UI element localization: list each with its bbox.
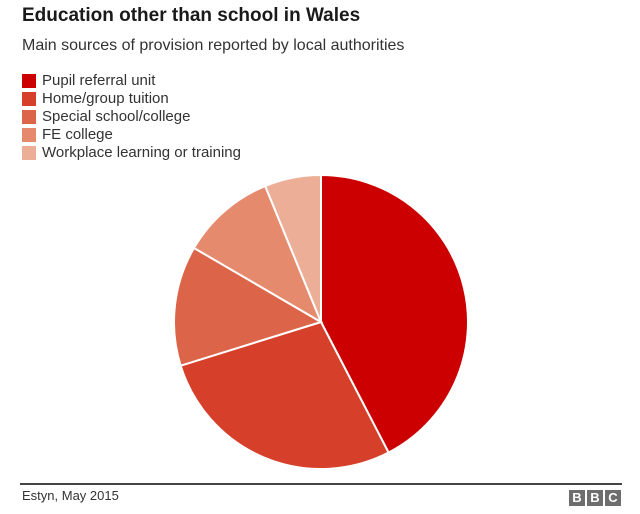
- legend: Pupil referral unit Home/group tuition S…: [22, 72, 241, 162]
- pie-slice: [320, 173, 469, 454]
- bbc-logo-letter: B: [569, 490, 585, 506]
- legend-item: Workplace learning or training: [22, 144, 241, 162]
- legend-label: Pupil referral unit: [42, 72, 156, 89]
- pie-slice: [173, 246, 324, 367]
- legend-swatch: [22, 146, 36, 160]
- legend-item: Special school/college: [22, 108, 241, 126]
- bbc-logo-letter: B: [587, 490, 603, 506]
- pie-slices: [173, 173, 469, 470]
- pie-slice: [263, 173, 322, 323]
- legend-label: Workplace learning or training: [42, 144, 241, 161]
- legend-item: FE college: [22, 126, 241, 144]
- legend-swatch: [22, 128, 36, 142]
- footer-divider: [20, 483, 622, 485]
- legend-label: Special school/college: [42, 108, 191, 125]
- chart-title: Education other than school in Wales: [22, 5, 361, 26]
- legend-swatch: [22, 92, 36, 106]
- chart-subtitle: Main sources of provision reported by lo…: [22, 37, 405, 54]
- bbc-logo-letter: C: [605, 490, 621, 506]
- source-note: Estyn, May 2015: [22, 488, 119, 503]
- legend-label: FE college: [42, 126, 113, 143]
- bbc-logo: B B C: [569, 490, 621, 506]
- legend-item: Pupil referral unit: [22, 72, 241, 90]
- legend-item: Home/group tuition: [22, 90, 241, 108]
- pie-slice: [192, 184, 324, 325]
- pie-slice: [179, 320, 390, 470]
- legend-swatch: [22, 74, 36, 88]
- legend-label: Home/group tuition: [42, 90, 169, 107]
- legend-swatch: [22, 110, 36, 124]
